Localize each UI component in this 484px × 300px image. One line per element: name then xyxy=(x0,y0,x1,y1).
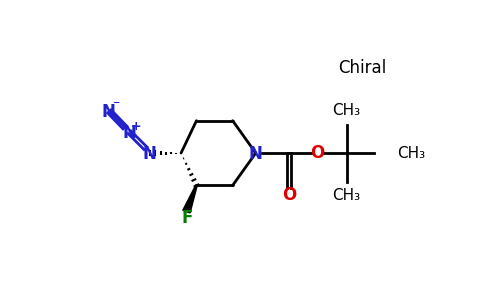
Text: CH₃: CH₃ xyxy=(397,146,425,160)
Text: N: N xyxy=(122,124,136,142)
Text: O: O xyxy=(282,186,296,204)
Text: +: + xyxy=(130,120,141,134)
Polygon shape xyxy=(183,185,197,213)
Text: CH₃: CH₃ xyxy=(333,103,361,118)
Text: O: O xyxy=(310,144,324,162)
Text: N: N xyxy=(143,145,156,163)
Text: N: N xyxy=(102,103,116,121)
Text: CH₃: CH₃ xyxy=(333,188,361,203)
Text: Chiral: Chiral xyxy=(338,59,386,77)
Text: F: F xyxy=(182,209,193,227)
Text: ⁻: ⁻ xyxy=(112,98,119,112)
Text: N: N xyxy=(249,145,263,163)
